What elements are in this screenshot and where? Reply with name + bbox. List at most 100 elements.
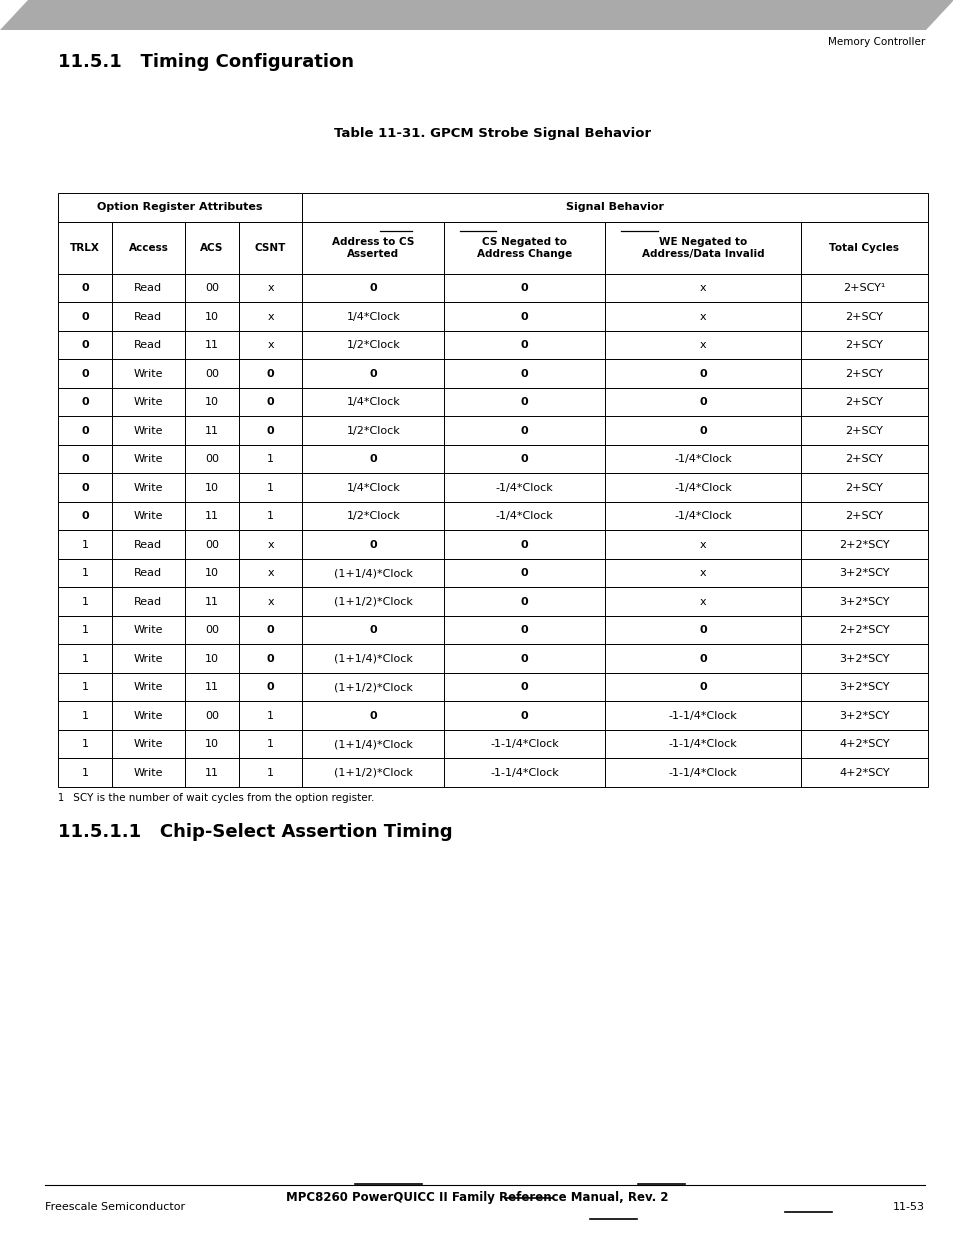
Bar	[605, 222, 801, 274]
Text: 0: 0	[520, 711, 528, 721]
Text: -1/4*Clock: -1/4*Clock	[674, 483, 731, 493]
Bar	[302, 193, 927, 222]
Text: 0: 0	[369, 369, 376, 379]
Bar	[112, 388, 185, 416]
Text: Memory Controller: Memory Controller	[827, 37, 924, 47]
Text: x: x	[267, 568, 274, 578]
Text: 0: 0	[267, 398, 274, 408]
Bar	[238, 559, 302, 588]
Bar	[112, 303, 185, 331]
Bar	[801, 559, 927, 588]
Bar	[112, 559, 185, 588]
Text: 1: 1	[81, 597, 89, 606]
Text: 0: 0	[267, 653, 274, 663]
Bar	[112, 445, 185, 473]
Bar	[58, 274, 112, 303]
Text: -1/4*Clock: -1/4*Clock	[496, 483, 553, 493]
Bar	[302, 359, 444, 388]
Bar	[185, 473, 238, 501]
Text: Read: Read	[134, 568, 162, 578]
Text: 00: 00	[205, 540, 219, 550]
Bar	[112, 701, 185, 730]
Bar	[58, 701, 112, 730]
Text: Write: Write	[133, 682, 163, 693]
Text: (1+1/4)*Clock: (1+1/4)*Clock	[334, 653, 413, 663]
Bar	[185, 758, 238, 787]
Text: -1-1/4*Clock: -1-1/4*Clock	[490, 740, 558, 750]
Text: (1+1/4)*Clock: (1+1/4)*Clock	[334, 740, 413, 750]
Text: 0: 0	[267, 625, 274, 635]
Text: Write: Write	[133, 768, 163, 778]
Bar	[302, 701, 444, 730]
Text: 1/2*Clock: 1/2*Clock	[346, 341, 399, 351]
Text: Access: Access	[129, 243, 168, 253]
Bar	[444, 588, 605, 616]
Bar	[605, 673, 801, 701]
Bar	[238, 388, 302, 416]
Text: 1/4*Clock: 1/4*Clock	[346, 483, 399, 493]
Text: Read: Read	[134, 283, 162, 293]
Text: x: x	[700, 568, 706, 578]
Bar	[302, 274, 444, 303]
Text: 10: 10	[205, 568, 219, 578]
Bar	[185, 616, 238, 645]
Bar	[185, 331, 238, 359]
Bar	[58, 416, 112, 445]
Text: 3+2*SCY: 3+2*SCY	[839, 711, 889, 721]
Text: 11: 11	[205, 768, 219, 778]
Text: 11: 11	[205, 597, 219, 606]
Text: 0: 0	[520, 341, 528, 351]
Text: 11: 11	[205, 511, 219, 521]
Bar	[185, 222, 238, 274]
Text: 0: 0	[520, 653, 528, 663]
Text: 11: 11	[205, 682, 219, 693]
Bar	[444, 274, 605, 303]
Bar	[801, 616, 927, 645]
Bar	[801, 303, 927, 331]
Bar	[801, 388, 927, 416]
Bar	[801, 645, 927, 673]
Bar	[238, 501, 302, 531]
Text: 0: 0	[369, 540, 376, 550]
Text: x: x	[267, 283, 274, 293]
Bar	[185, 359, 238, 388]
Text: Write: Write	[133, 454, 163, 464]
Text: 0: 0	[699, 369, 706, 379]
Text: 0: 0	[520, 398, 528, 408]
Bar	[238, 616, 302, 645]
Text: 00: 00	[205, 369, 219, 379]
Text: x: x	[700, 311, 706, 322]
Text: 11.5.1   Timing Configuration: 11.5.1 Timing Configuration	[58, 53, 354, 70]
Text: 2+2*SCY: 2+2*SCY	[839, 625, 889, 635]
Bar	[238, 473, 302, 501]
Bar	[112, 222, 185, 274]
Text: Write: Write	[133, 483, 163, 493]
Text: Write: Write	[133, 625, 163, 635]
Bar	[185, 588, 238, 616]
Bar	[112, 616, 185, 645]
Bar	[112, 473, 185, 501]
Bar	[605, 559, 801, 588]
Bar	[444, 501, 605, 531]
Text: TRLX: TRLX	[70, 243, 100, 253]
Bar	[58, 588, 112, 616]
Text: (1+1/2)*Clock: (1+1/2)*Clock	[334, 682, 413, 693]
Bar	[238, 588, 302, 616]
Bar	[801, 473, 927, 501]
Text: 0: 0	[520, 369, 528, 379]
Text: 2+SCY: 2+SCY	[844, 341, 882, 351]
Text: x: x	[267, 341, 274, 351]
Bar	[238, 331, 302, 359]
Text: 11-53: 11-53	[892, 1202, 924, 1212]
Text: ACS: ACS	[200, 243, 223, 253]
Text: x: x	[267, 540, 274, 550]
Text: 1: 1	[267, 454, 274, 464]
Text: -1-1/4*Clock: -1-1/4*Clock	[668, 740, 737, 750]
Text: 1/2*Clock: 1/2*Clock	[346, 511, 399, 521]
Bar	[444, 359, 605, 388]
Text: MPC8260 PowerQUICC II Family Reference Manual, Rev. 2: MPC8260 PowerQUICC II Family Reference M…	[286, 1191, 667, 1204]
Bar	[801, 531, 927, 559]
Bar	[112, 331, 185, 359]
Bar	[238, 730, 302, 758]
Text: 1: 1	[267, 768, 274, 778]
